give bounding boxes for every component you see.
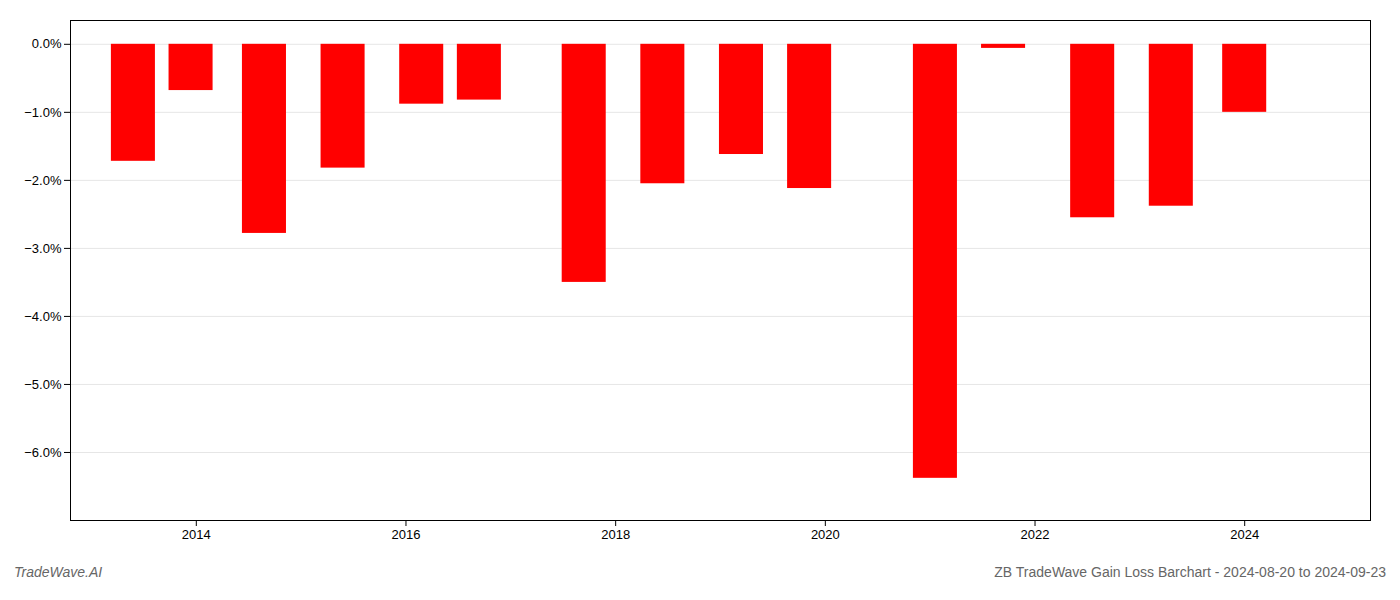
svg-text:−1.0%: −1.0% (24, 104, 62, 119)
svg-text:2016: 2016 (392, 527, 421, 542)
svg-text:2020: 2020 (811, 527, 840, 542)
svg-text:−5.0%: −5.0% (24, 377, 62, 392)
svg-text:2018: 2018 (601, 527, 630, 542)
svg-text:2024: 2024 (1230, 527, 1259, 542)
svg-text:−2.0%: −2.0% (24, 173, 62, 188)
svg-text:−4.0%: −4.0% (24, 309, 62, 324)
svg-text:2014: 2014 (182, 527, 211, 542)
svg-text:−3.0%: −3.0% (24, 241, 62, 256)
svg-text:0.0%: 0.0% (32, 36, 62, 51)
svg-text:2022: 2022 (1021, 527, 1050, 542)
html-text:ZB TradeWave Gain Loss Barchar: ZB TradeWave Gain Loss Barchart - 2024-0… (994, 564, 1386, 580)
svg-text:−6.0%: −6.0% (24, 445, 62, 460)
html-text:TradeWave.AI: TradeWave.AI (14, 564, 103, 580)
